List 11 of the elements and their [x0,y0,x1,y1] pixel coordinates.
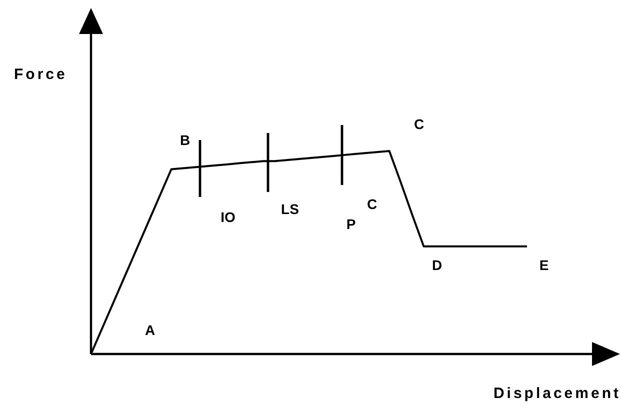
annotation: A [144,322,156,338]
annotation: D [432,257,442,273]
text: C [414,116,424,132]
y-axis-title: Force [14,66,68,83]
annotation: IO [220,209,236,225]
annotation: P [346,216,356,232]
x-axis-title: Displacement [493,385,621,402]
text: E [539,257,549,273]
text: B [180,132,190,148]
annotation: C [366,196,378,212]
annotation: LS [281,201,299,217]
